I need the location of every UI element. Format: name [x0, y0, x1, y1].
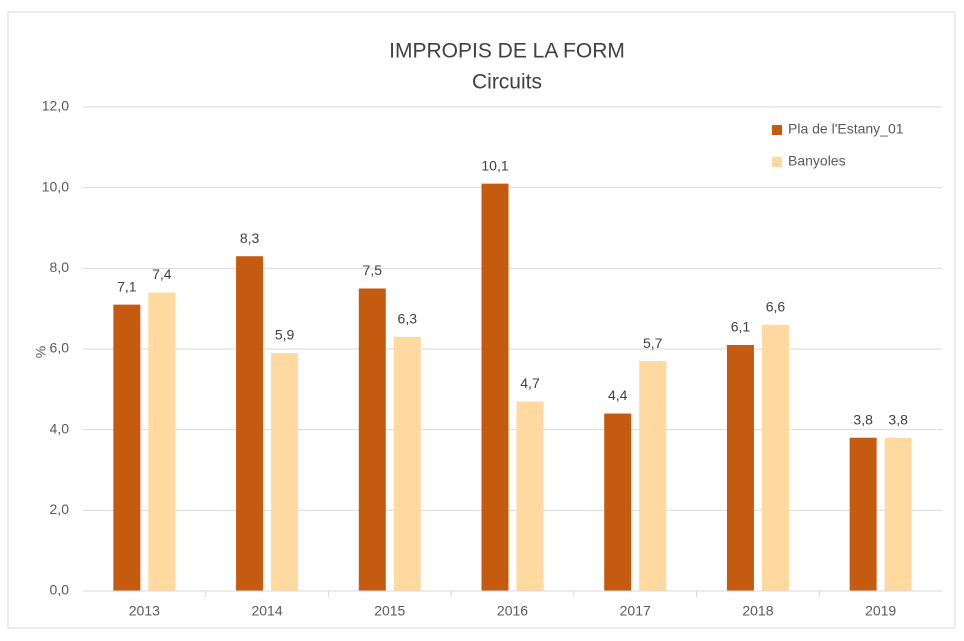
data-label: 7,4 [152, 266, 172, 282]
y-tick-label: 8,0 [50, 259, 70, 275]
legend-label: Pla de l'Estany_01 [788, 121, 904, 137]
bar [849, 437, 877, 591]
bar [113, 304, 141, 591]
bar [639, 361, 667, 591]
y-tick-label: 4,0 [50, 420, 70, 436]
y-axis-label: % [33, 346, 49, 358]
data-label: 6,3 [398, 311, 418, 327]
y-tick-label: 10,0 [42, 178, 69, 194]
chart-title: IMPROPIS DE LA FORM [389, 40, 625, 63]
data-label: 5,7 [643, 335, 663, 351]
legend-swatch [772, 157, 782, 167]
bar [236, 256, 264, 591]
x-tick-label: 2014 [251, 603, 282, 619]
x-tick-label: 2016 [497, 603, 528, 619]
y-tick-label: 12,0 [42, 98, 69, 114]
y-tick-label: 6,0 [50, 340, 70, 356]
y-tick-label: 0,0 [50, 582, 70, 598]
data-label: 7,5 [363, 262, 383, 278]
bar [884, 437, 912, 591]
data-label: 3,8 [853, 411, 873, 427]
chart-subtitle: Circuits [472, 71, 542, 94]
bar [726, 344, 754, 591]
bar [271, 353, 299, 591]
x-tick-label: 2013 [129, 603, 160, 619]
data-label: 6,1 [731, 319, 751, 335]
bar [148, 292, 176, 591]
y-tick-label: 2,0 [50, 501, 70, 517]
data-label: 3,8 [888, 411, 908, 427]
x-tick-label: 2019 [865, 603, 896, 619]
x-tick-label: 2018 [742, 603, 773, 619]
data-label: 4,4 [608, 387, 628, 403]
legend-swatch [772, 125, 782, 135]
x-tick-label: 2015 [374, 603, 405, 619]
bar [604, 413, 632, 591]
x-tick-label: 2017 [620, 603, 651, 619]
data-label: 8,3 [240, 230, 260, 246]
data-label: 5,9 [275, 327, 295, 343]
bar [481, 183, 509, 591]
data-label: 6,6 [766, 299, 786, 315]
bar [393, 336, 421, 591]
data-label: 10,1 [481, 157, 508, 173]
bar [761, 324, 789, 591]
data-label: 4,7 [520, 375, 540, 391]
bar [516, 401, 544, 591]
legend-label: Banyoles [788, 153, 846, 169]
bar [358, 288, 386, 591]
data-label: 7,1 [117, 278, 137, 294]
